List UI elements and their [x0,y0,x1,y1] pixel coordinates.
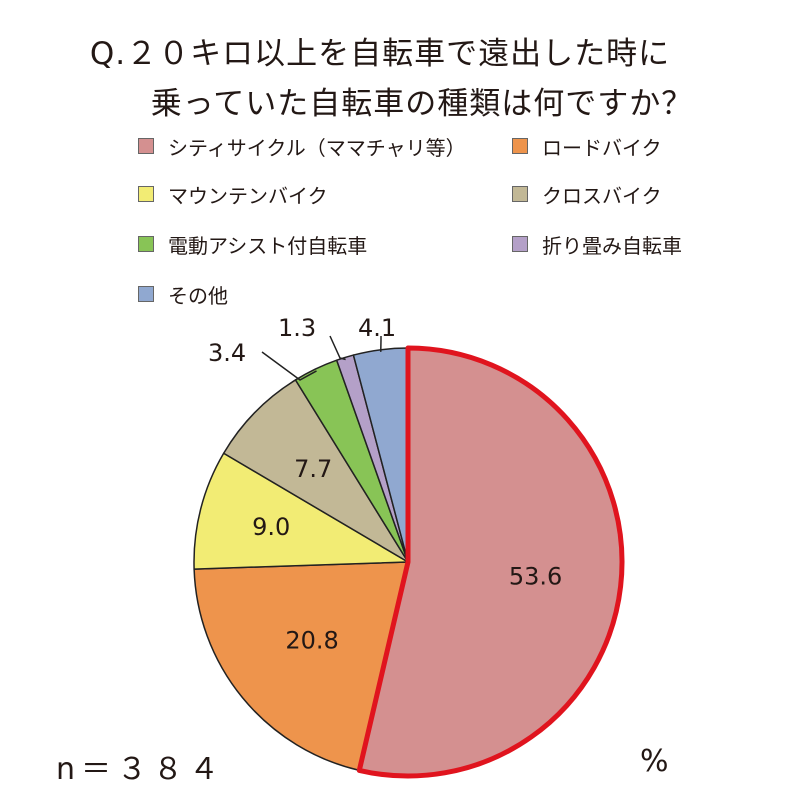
slice-label-other: 4.1 [358,314,396,342]
slice-label-e-assist: 3.4 [208,339,246,367]
legend-item-mountain-bike: マウンテンバイク [138,182,328,208]
legend-item-road-bike: ロードバイク [512,134,662,160]
legend-label: 折り畳み自転車 [542,233,682,258]
legend-swatch [512,186,528,202]
legend-label: その他 [168,283,228,308]
chart-title-line-1: Q.２０キロ以上を自転車で遠出した時に [89,36,671,72]
leader-line-e-assist [261,351,317,381]
legend-label: ロードバイク [542,135,662,160]
legend-swatch [512,236,528,252]
pie-slice-road-bike [193,561,409,772]
legend-swatch [138,186,154,202]
slice-label-road-bike: 20.8 [285,627,338,655]
legend-label: シティサイクル（ママチャリ等） [168,135,466,160]
legend-label: 電動アシスト付自転車 [168,233,368,258]
legend-swatch [138,236,154,252]
pie-slice-mountain-bike [193,452,409,570]
slice-label-city-cycle: 53.6 [509,563,562,591]
legend-item-cross-bike: クロスバイク [512,182,662,208]
leader-line-folding [329,335,346,361]
legend-item-folding: 折り畳み自転車 [512,232,682,258]
sample-size-label: n＝３８４ [56,752,226,787]
legend-label: マウンテンバイク [168,183,328,208]
unit-label: % [640,744,669,779]
legend-item-e-assist: 電動アシスト付自転車 [138,232,368,258]
legend-swatch [138,286,154,302]
slice-label-mountain-bike: 9.0 [252,513,290,541]
legend-item-city-cycle: シティサイクル（ママチャリ等） [138,134,466,160]
slice-label-cross-bike: 7.7 [294,455,332,483]
slice-label-folding: 1.3 [278,314,316,342]
chart-title-line-2: 乗っていた自転車の種類は何ですか？ [150,86,694,122]
pie-slice-cross-bike [222,379,409,563]
legend-item-other: その他 [138,282,228,308]
legend-swatch [512,138,528,154]
legend-label: クロスバイク [542,183,662,208]
highlight-outline-city-cycle [356,345,625,779]
legend-swatch [138,138,154,154]
